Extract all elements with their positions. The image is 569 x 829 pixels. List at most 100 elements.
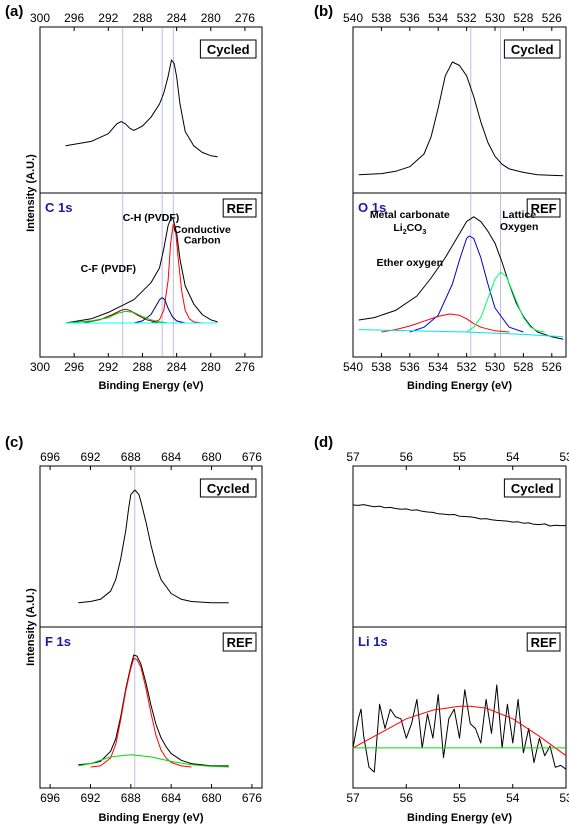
panel-b-bottom-tag: REF [531,201,557,216]
panel-b-bottom-series-line [466,271,545,333]
panel-b-bottom-tick-label: 536 [400,360,420,374]
panel-b-xlabel: Binding Energy (eV) [407,380,512,392]
panel-b-top-series-line [358,61,564,177]
panel-c-bottom-plot: REF F 1s [45,632,257,768]
panel-a-annotation: Conductive [174,224,231,236]
panel-b-bottom-tag-box [526,198,561,218]
panel-b-bottom-series-line [409,235,524,333]
panel-c-top-tick-label: 680 [202,450,222,464]
panel-c-bottom-series-line [78,754,229,768]
panel-a-top-tick-label: 284 [167,11,187,25]
panel-a-bottom-series-line [65,216,218,324]
panel-b-annotation: Li2CO3 [393,222,426,236]
panel-a-top-series-line [65,59,218,158]
panel-a: (a) 300 300 296 296 292 292 288 288 284 284 280 280 2… [5,3,263,392]
panel-b-top-tag-box [503,39,561,59]
panel-d-top-tag-box [503,478,561,498]
panel-a-top-tick-label: 300 [30,11,50,25]
panel-b-annotation: Lattice [502,209,536,221]
panel-d-xlabel: Binding Energy (eV) [407,812,512,824]
panel-b-bottom-tick-label: 530 [485,360,505,374]
panel-d-bottom-series-line [352,684,567,773]
panel-a-element-label: C 1s [45,200,72,215]
panel-c-bottom-frame [39,626,263,789]
panel-b-annotation: Ether oxygen [377,257,444,269]
panel-d-element-label: Li 1s [358,634,388,649]
panel-c-bottom-series-line [90,657,192,768]
panel-c-ylabel: Intensity (A.U.) [25,588,37,666]
panel-c-bottom-series-line [78,654,229,767]
panel-c-top-tick-label: 676 [242,450,262,464]
panel-b-bottom-tick-label: 534 [428,360,448,374]
panel-a-bottom-tick-label: 296 [64,360,84,374]
panel-a-bottom-tick-label: 280 [201,360,221,374]
panel-b-bottom-tick-label: 532 [457,360,477,374]
panel-a-bottom-series-line [133,297,194,324]
panel-c-bottom-tag-box [222,632,257,652]
panel-a-ylabel: Intensity (A.U.) [25,154,37,232]
panel-c-bottom-tick-label: 680 [202,791,222,805]
panel-c-top-plot: Cycled [78,478,257,604]
panel-a-top-plot: Cycled [65,39,257,158]
panel-b-top-tick-label: 540 [343,11,363,25]
panel-b-bottom-tick-label: 526 [542,360,562,374]
panel-a-bottom-tag: REF [227,201,253,216]
panel-b-top-tick-label: 538 [371,11,391,25]
panel-c-xlabel: Binding Energy (eV) [98,812,203,824]
panel-c-bottom-tick-label: 676 [242,791,262,805]
panel-a-top-tick-label: 292 [98,11,118,25]
panel-b-annotation: Metal carbonate [370,209,450,221]
panel-a-bottom-tick-label: 284 [167,360,187,374]
panel-a-bottom-tick-label: 292 [98,360,118,374]
panel-b-bottom-tick-label: 540 [343,360,363,374]
panel-a-top-tag-box [199,39,257,59]
panel-d: (d) 57 57 56 56 55 55 54 54 53 53 Binding Energy (e… [314,434,569,824]
panel-d-bottom-tick-label: 57 [346,791,360,805]
panel-d-top-tick-label: 56 [400,450,414,464]
panel-d-bottom-tag: REF [531,635,557,650]
panel-b-bottom-series-line [358,216,564,340]
panel-b-label: (b) [314,3,333,20]
panel-a-bottom-tick-label: 300 [30,360,50,374]
panel-a-top-tick-label: 288 [132,11,152,25]
panel-b-bottom-series-line [381,313,510,333]
panel-b-top-tag: Cycled [511,42,554,57]
panel-c-bottom-tick-label: 688 [121,791,141,805]
panel-d-bottom-tag-box [526,632,561,652]
panel-b: (b) 540 540 538 538 536 536 534 534 532 532 530 530 5… [314,3,567,392]
panel-d-bottom-plot: REF Li 1s [352,632,567,773]
panel-d-top-series-line [352,504,566,527]
panel-a-top-tag: Cycled [207,42,250,57]
panel-b-bottom-tick-label: 528 [513,360,533,374]
panel-c-element-label: F 1s [45,634,71,649]
panel-d-bottom-tick-label: 56 [400,791,414,805]
panel-d-top-tick-label: 54 [506,450,520,464]
panel-a-top-tick-label: 276 [235,11,255,25]
panel-a-annotation: C-F (PVDF) [81,263,136,275]
panel-b-annotation: Oxygen [500,221,539,233]
panel-b-top-tick-label: 536 [400,11,420,25]
panel-b-top-tick-label: 526 [542,11,562,25]
panel-c-bottom-tick-label: 696 [40,791,60,805]
panel-c-top-tick-label: 692 [80,450,100,464]
panel-d-bottom-tick-label: 54 [506,791,520,805]
panel-b-bottom-tick-label: 538 [371,360,391,374]
panel-d-label: (d) [314,434,333,451]
panel-c-top-series-line [78,489,229,604]
panel-d-top-plot: Cycled [352,478,566,527]
panel-a-bottom-series-line [82,308,177,324]
panel-a-top-tick-label: 296 [64,11,84,25]
panel-d-top-tick-label: 55 [453,450,467,464]
panel-b-top-tick-label: 528 [513,11,533,25]
panel-b-top-tick-label: 534 [428,11,448,25]
panel-c-top-tick-label: 684 [161,450,181,464]
panel-c-bottom-tick-label: 692 [80,791,100,805]
panel-a-bottom-tick-label: 276 [235,360,255,374]
panel-b-bottom-series-line [358,329,564,338]
panel-a-top-tick-label: 280 [201,11,221,25]
panel-b-element-label: O 1s [358,200,386,215]
panel-a-bottom-plot: REF C 1s C-H (PVDF) C-F (PVDF) ConductiveCar… [45,198,257,324]
panel-b-top-tick-label: 532 [457,11,477,25]
panel-c-top-tick-label: 696 [40,450,60,464]
